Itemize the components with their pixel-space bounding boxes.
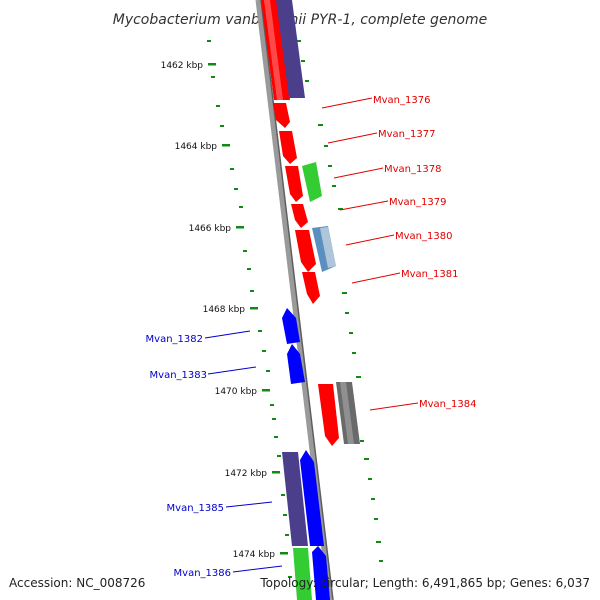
tick-1472 xyxy=(272,471,280,474)
gene-label-mvan-1383[interactable]: Mvan_1383 xyxy=(150,370,207,381)
genome-backbone-edge xyxy=(260,0,334,600)
kbp-ticks: 1462 kbp 1464 kbp 1466 kbp 1468 kbp 1470… xyxy=(161,61,288,560)
gene-arrow-1377 xyxy=(279,131,297,164)
gene-label-mvan-1386[interactable]: Mvan_1386 xyxy=(174,568,231,579)
callout-line xyxy=(225,501,273,508)
gene-arrows xyxy=(261,0,360,600)
accession-text: Accession: NC_008726 xyxy=(9,576,145,590)
gene-arrow-1379 xyxy=(291,204,308,228)
kbp-label: 1470 kbp xyxy=(215,387,258,397)
kbp-label: 1472 kbp xyxy=(225,469,268,479)
left-tick-track xyxy=(207,40,292,578)
gene-label-mvan-1381[interactable]: Mvan_1381 xyxy=(401,269,458,280)
right-tick-track xyxy=(297,40,383,562)
gene-arrow-blue-long xyxy=(300,450,324,546)
gene-arrow-blue-bottom xyxy=(312,546,330,600)
callout-line xyxy=(339,200,389,211)
gene-label-mvan-1377[interactable]: Mvan_1377 xyxy=(378,129,435,140)
gene-label-mvan-1378[interactable]: Mvan_1378 xyxy=(384,164,441,175)
gene-label-mvan-1379[interactable]: Mvan_1379 xyxy=(389,197,446,208)
callout-line xyxy=(333,167,384,179)
gene-arrow-1380-shade xyxy=(320,227,336,268)
callout-line xyxy=(204,330,251,339)
callout-line xyxy=(207,366,257,375)
tick-1466 xyxy=(236,226,244,229)
gene-label-mvan-1382[interactable]: Mvan_1382 xyxy=(146,334,203,345)
callout-line xyxy=(327,132,378,144)
gene-label-mvan-1376[interactable]: Mvan_1376 xyxy=(373,95,430,106)
callout-line xyxy=(321,97,373,109)
kbp-label: 1466 kbp xyxy=(189,224,232,234)
gene-arrow-1378 xyxy=(302,162,322,202)
gene-label-mvan-1385[interactable]: Mvan_1385 xyxy=(167,503,224,514)
kbp-label: 1474 kbp xyxy=(233,550,276,560)
gene-arrow-1383 xyxy=(287,344,305,384)
map-title: Mycobacterium vanbaalenii PYR-1, complet… xyxy=(113,12,488,28)
gene-label-mvan-1380[interactable]: Mvan_1380 xyxy=(395,231,452,242)
callout-lines xyxy=(204,97,419,573)
topology-text: Topology: circular; Length: 6,491,865 bp… xyxy=(259,576,590,590)
gene-arrow-1378-red xyxy=(285,166,303,202)
gene-arrow-1380-red xyxy=(295,230,316,272)
gene-arrow-1382 xyxy=(282,308,300,344)
tick-1462 xyxy=(208,63,216,66)
gene-arrow-1386 xyxy=(293,548,312,600)
tick-1468 xyxy=(250,307,258,310)
callout-line xyxy=(369,402,419,411)
kbp-label: 1468 kbp xyxy=(203,305,246,315)
callout-line xyxy=(351,272,401,284)
gene-arrow-1381 xyxy=(302,272,320,304)
kbp-label: 1462 kbp xyxy=(161,61,204,71)
tick-1464 xyxy=(222,144,230,147)
gene-arrow-1384-shade xyxy=(340,382,354,444)
callout-line xyxy=(232,565,283,573)
gene-arrow-navy xyxy=(276,0,305,98)
kbp-label: 1464 kbp xyxy=(175,142,218,152)
gene-arrow-1385 xyxy=(282,452,308,546)
tick-1470 xyxy=(262,389,270,392)
tick-1474 xyxy=(280,552,288,555)
callout-line xyxy=(345,234,395,246)
gene-arrow-highlight xyxy=(264,0,283,100)
gene-arrow-1376 xyxy=(273,103,290,128)
gene-label-mvan-1384[interactable]: Mvan_1384 xyxy=(419,399,476,410)
gene-arrow-1384-red xyxy=(318,384,339,446)
